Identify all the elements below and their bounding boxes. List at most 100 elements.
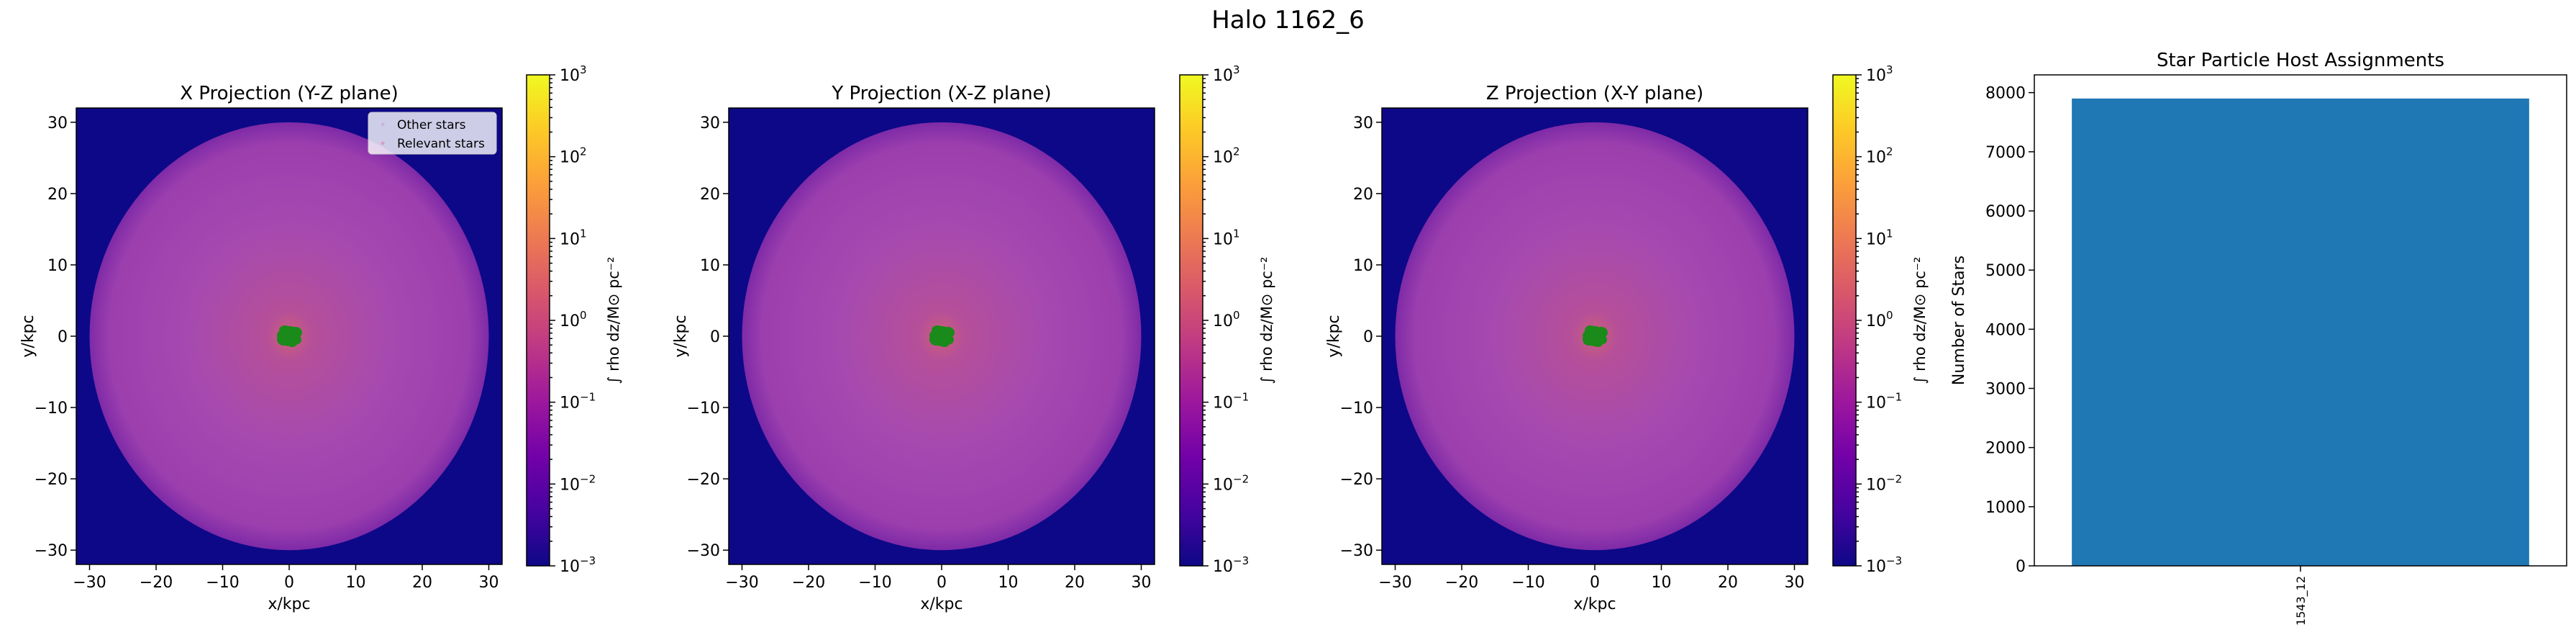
colorbar-tick-label: 10−3 [1213, 554, 1249, 576]
colorbar-tick-label: 102 [1866, 145, 1893, 167]
colorbar-tick-label: 103 [560, 63, 587, 85]
x-tick-label: −10 [206, 574, 239, 592]
star-cluster-marker [1583, 331, 1590, 340]
colorbar-tick-label: 10−2 [1866, 472, 1902, 494]
x-tick-label: 20 [1065, 574, 1085, 592]
x-tick-label: −30 [725, 574, 758, 592]
bar-1543_12 [2072, 98, 2529, 566]
colorbar-label: ∫ rho dz/M⊙ pc⁻² [1258, 257, 1275, 384]
star-cluster-marker [929, 331, 937, 340]
legend-label-other-stars: Other stars [397, 118, 466, 132]
x-tick-label: 30 [1785, 574, 1805, 592]
y-tick-label: −30 [1340, 542, 1373, 560]
panel-title: Z Projection (X-Y plane) [1486, 83, 1703, 104]
y-tick-label: −30 [687, 542, 720, 560]
x-tick-label: 30 [1132, 574, 1152, 592]
y-tick-label: 30 [47, 114, 68, 132]
legend: Other stars Relevant stars [368, 112, 497, 155]
colorbar-tick-label: 10−3 [1866, 554, 1902, 576]
y-axis-label: y/kpc [672, 315, 690, 357]
x-axis-label: x/kpc [920, 595, 962, 613]
x-tick-label: −20 [1445, 574, 1478, 592]
colorbar-1: 10−3 10−2 10−1 100 101 102 103 ∫ rho dz/M⊙ pc⁻² [526, 63, 622, 576]
colorbar-tick-label: 10−3 [560, 554, 596, 576]
y-tick-label: 30 [700, 114, 720, 132]
y-tick-label: 0 [58, 328, 68, 346]
colorbar-tick-label: 100 [1213, 309, 1240, 330]
x-tick-label: 30 [479, 574, 499, 592]
y-tick-label: 0 [1363, 328, 1373, 346]
star-cluster-marker [1598, 335, 1607, 344]
y-tick-label: −10 [687, 400, 720, 418]
colorbar-tick-label: 101 [560, 227, 587, 248]
panel-title: Star Particle Host Assignments [2157, 50, 2444, 71]
x-tick-label: 0 [1590, 574, 1600, 592]
x-tick-label: 10 [346, 574, 366, 592]
y-tick-label: −20 [687, 471, 720, 489]
star-cluster-marker [289, 327, 302, 338]
y-tick-label: 10 [47, 257, 68, 275]
x-tick-label: −30 [1378, 574, 1411, 592]
x-tick-label: −20 [140, 574, 173, 592]
x-tick-label: −30 [73, 574, 106, 592]
y-tick-label: 0 [2016, 558, 2026, 576]
y-tick-label: 10 [700, 257, 720, 275]
legend-label-relevant-stars: Relevant stars [397, 137, 485, 151]
x-tick-label: 20 [412, 574, 432, 592]
y-tick-label: 2000 [1985, 440, 2026, 458]
colorbar-3: 10−3 10−2 10−1 100 101 102 103 ∫ rho dz/M⊙ pc⁻² [1832, 63, 1929, 576]
colorbar-tick-label: 10−1 [560, 391, 596, 413]
y-tick-label: 5000 [1985, 262, 2026, 280]
y-tick-label: −10 [1340, 400, 1373, 418]
y-tick-label: 3000 [1985, 380, 2026, 398]
y-tick-label: −20 [35, 471, 68, 489]
colorbar-tick-label: 103 [1213, 63, 1240, 85]
x-axis-label: x/kpc [268, 595, 310, 613]
colorbar-2: 10−3 10−2 10−1 100 101 102 103 ∫ rho dz/M⊙ pc⁻² [1179, 63, 1275, 576]
colorbar-tick-label: 100 [560, 309, 587, 330]
axes-frame [2034, 74, 2567, 567]
colorbar-gradient [526, 74, 550, 567]
star-cluster-marker [942, 327, 955, 338]
y-tick-label: 10 [1353, 257, 1373, 275]
colorbar-tick-label: 10−2 [1213, 472, 1249, 494]
y-tick-label: 6000 [1985, 203, 2026, 221]
colorbar-gradient [1832, 74, 1857, 567]
colorbar-tick-label: 10−1 [1866, 391, 1902, 413]
colorbar-tick-label: 102 [560, 145, 587, 167]
y-axis-label: Number of Stars [1950, 256, 1968, 385]
x-tick-label: 1543_12 [2294, 576, 2308, 626]
colorbar-tick-label: 101 [1866, 227, 1893, 248]
y-tick-label: 1000 [1985, 499, 2026, 517]
y-axis-label: y/kpc [1325, 315, 1343, 357]
y-tick-label: 8000 [1985, 85, 2026, 103]
y-tick-label: 30 [1353, 114, 1373, 132]
projection-panel-2: −30 −20 −10 0 10 20 30 −30 −20 −10 0 10 20 30 Y Projec… [672, 63, 1275, 613]
y-tick-label: −10 [35, 400, 68, 418]
colorbar-tick-label: 10−1 [1213, 391, 1249, 413]
panel-title: Y Projection (X-Z plane) [831, 83, 1051, 104]
star-cluster-marker [945, 335, 954, 344]
colorbar-tick-label: 101 [1213, 227, 1240, 248]
legend-marker-relevant-stars [381, 141, 385, 145]
projection-panel-3: −30 −20 −10 0 10 20 30 −30 −20 −10 0 10 20 30 Z Projec… [1325, 63, 1929, 613]
y-axis-label: y/kpc [19, 315, 37, 357]
x-tick-label: 20 [1718, 574, 1738, 592]
y-tick-label: 20 [700, 186, 720, 204]
x-axis-label: x/kpc [1573, 595, 1616, 613]
projection-panel-1: −30 −20 −10 0 10 20 30 −30 −20 −10 0 10 20 30 X Projec… [19, 63, 622, 613]
star-cluster-marker [277, 331, 284, 340]
y-tick-label: −30 [35, 542, 68, 560]
x-tick-label: 10 [1652, 574, 1672, 592]
legend-box [368, 112, 497, 155]
colorbar-tick-label: 100 [1866, 309, 1893, 330]
x-tick-label: −20 [792, 574, 825, 592]
colorbar-label: ∫ rho dz/M⊙ pc⁻² [605, 257, 622, 384]
x-tick-label: 10 [998, 574, 1019, 592]
colorbar-tick-label: 103 [1866, 63, 1893, 85]
host-assignment-bar-panel: 1543_12 0 1000 2000 3000 4000 5000 6000 7000 8000… [1950, 50, 2567, 626]
x-tick-label: 0 [937, 574, 947, 592]
colorbar-gradient [1179, 74, 1203, 567]
y-tick-label: −20 [1340, 471, 1373, 489]
